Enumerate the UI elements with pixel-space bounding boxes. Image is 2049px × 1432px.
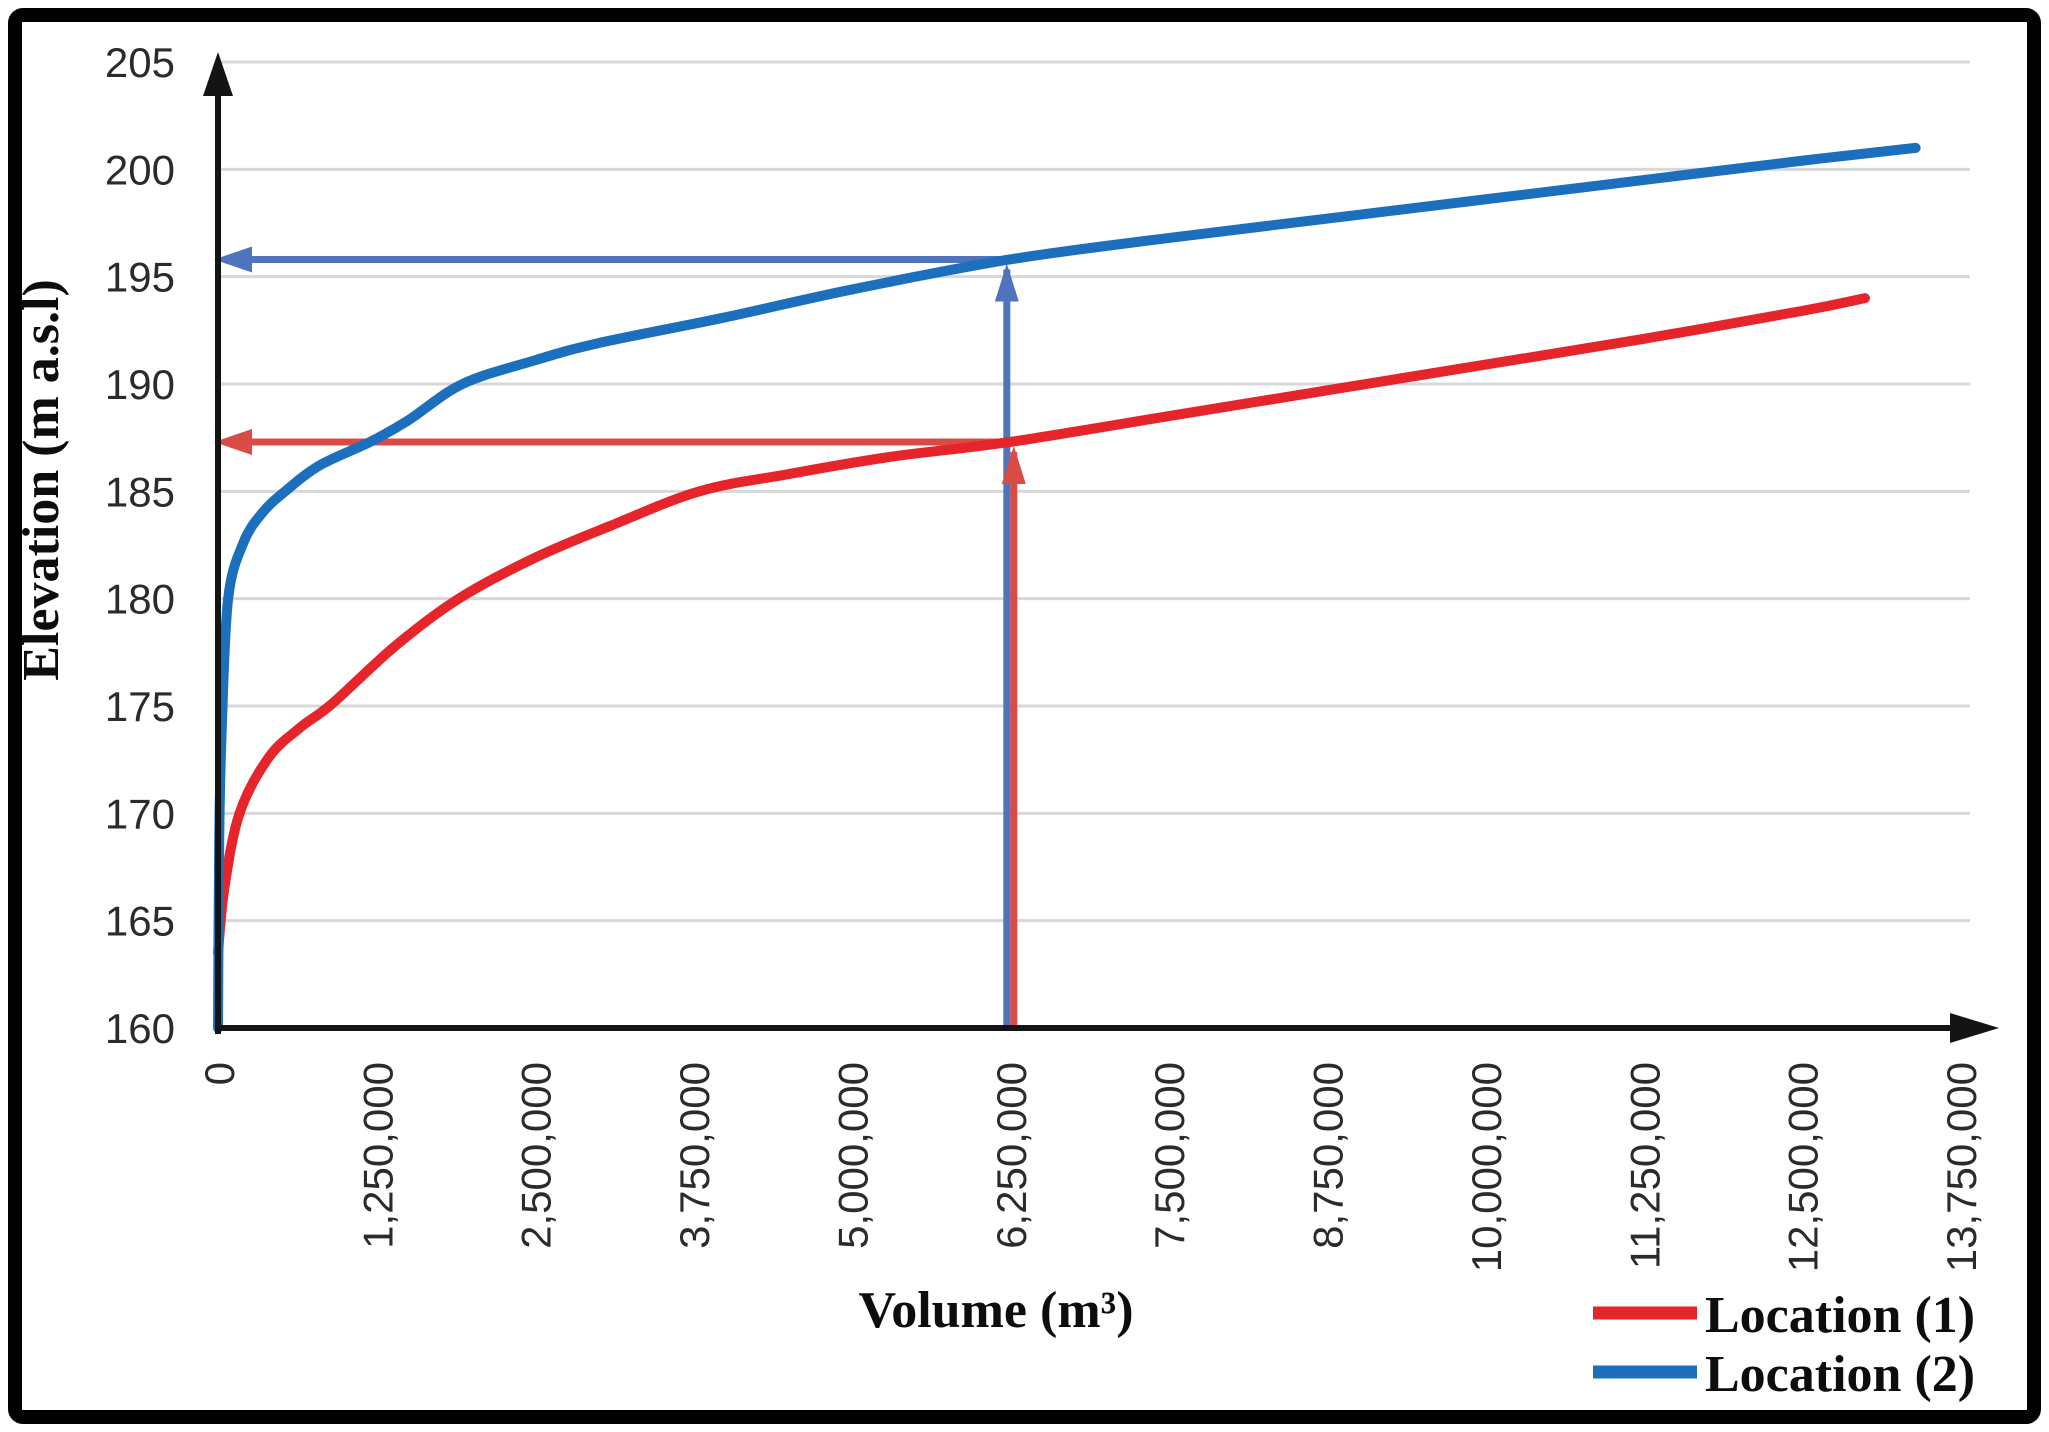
- location-2-curve: [213, 142, 1921, 1033]
- x-tick-label: 5,000,000: [829, 1062, 876, 1249]
- x-tick-label: 3,750,000: [671, 1062, 718, 1249]
- y-axis-arrowhead: [203, 52, 233, 96]
- y-axis-title: Elevation (m a.s.l): [13, 279, 70, 681]
- y-tick-label: 190: [105, 361, 175, 408]
- x-tick-label: 12,500,000: [1780, 1062, 1827, 1272]
- location-1-guide-up-arrowhead: [1001, 445, 1026, 484]
- location-1-guide-left-arrowhead: [214, 428, 252, 455]
- x-axis-title: Volume (m³): [858, 1282, 1133, 1339]
- x-axis-arrowhead: [1950, 1013, 1999, 1043]
- x-tick-labels: 0 1,250,000 2,500,000 3,750,000 5,000,000 6,2…: [196, 1062, 1985, 1272]
- legend: Location (1) Location (2): [1593, 1287, 1975, 1403]
- y-tick-label: 200: [105, 146, 175, 193]
- annotation-arrows: [214, 246, 1026, 1025]
- y-tick-label: 195: [105, 254, 175, 301]
- location-1-curve: [213, 293, 1870, 958]
- y-tick-label: 160: [105, 1005, 175, 1052]
- legend-label-location-2: Location (2): [1705, 1346, 1975, 1403]
- y-tick-label: 205: [105, 39, 175, 86]
- x-tick-label: 7,500,000: [1146, 1062, 1193, 1249]
- y-tick-labels: 160 165 170 175 180 185 190 195 200 205: [105, 39, 175, 1052]
- y-tick-label: 180: [105, 576, 175, 623]
- x-tick-label: 2,500,000: [513, 1062, 560, 1249]
- x-tick-label: 0: [196, 1062, 243, 1085]
- y-tick-label: 170: [105, 790, 175, 837]
- legend-label-location-1: Location (1): [1705, 1287, 1975, 1344]
- y-tick-label: 175: [105, 683, 175, 730]
- y-tick-label: 165: [105, 898, 175, 945]
- axes: [203, 52, 1999, 1043]
- x-tick-label: 10,000,000: [1463, 1062, 1510, 1272]
- figure-border: [8, 8, 2041, 1424]
- gridlines: [218, 60, 1970, 923]
- x-tick-label: 6,250,000: [988, 1062, 1035, 1249]
- y-tick-label: 185: [105, 468, 175, 515]
- curves: [213, 142, 1921, 1033]
- x-tick-label: 11,250,000: [1621, 1062, 1668, 1269]
- location-2-guide-left-arrowhead: [214, 246, 252, 273]
- x-tick-label: 13,750,000: [1938, 1062, 1985, 1272]
- x-tick-label: 8,750,000: [1305, 1062, 1352, 1249]
- x-tick-label: 1,250,000: [354, 1062, 401, 1249]
- location-2-guide-up-arrowhead: [994, 263, 1019, 302]
